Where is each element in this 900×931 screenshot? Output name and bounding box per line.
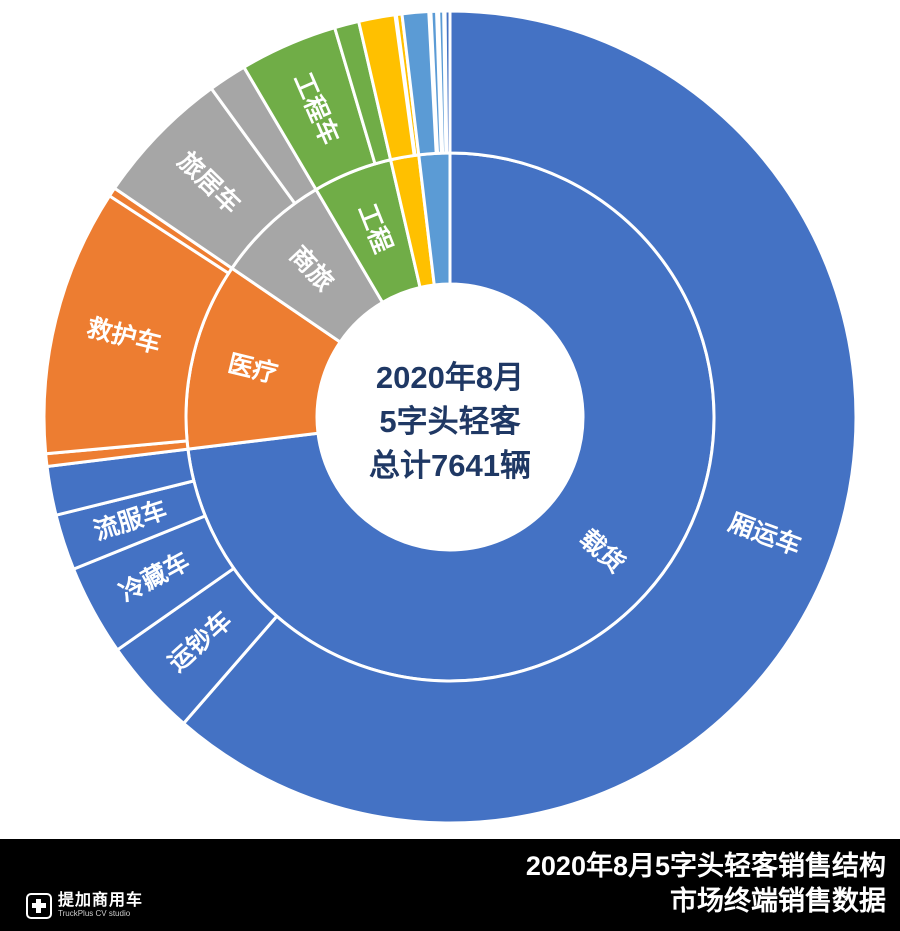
footer-title-line1: 2020年8月5字头轻客销售结构: [525, 851, 886, 881]
outer-ring-segment: [443, 9, 452, 155]
truckplus-logo: 提加商用车 TruckPlus CV studio: [26, 892, 143, 919]
logo-subtext: TruckPlus CV studio: [58, 909, 131, 918]
center-title-line3: 总计7641辆: [369, 448, 531, 483]
center-title-line2: 5字头轻客: [379, 404, 520, 439]
truckplus-logo-icon: [26, 892, 52, 919]
center-title-line1: 2020年8月: [376, 360, 524, 395]
footer-titles: 2020年8月5字头轻客销售结构 市场终端销售数据: [526, 849, 886, 919]
center-title: 2020年8月 5字头轻客 总计7641辆: [369, 360, 531, 483]
outer-ring-segment-厢运车: [182, 9, 858, 825]
sunburst-chart: 载货 医疗 商旅 工程 厢运车 运钞车 冷藏车 流服车 救护车 旅居车 工程车 2020年8月 5字…: [42, 9, 858, 825]
footer-title-line2: 市场终端销售数据: [670, 886, 886, 916]
segments-group: [42, 9, 858, 825]
footer-bar: 2020年8月5字头轻客销售结构 市场终端销售数据 提加商用车 TruckPlu…: [0, 839, 900, 931]
logo-name: 提加商用车: [58, 892, 144, 909]
logo-texts: 提加商用车 TruckPlus CV studio: [58, 892, 143, 919]
